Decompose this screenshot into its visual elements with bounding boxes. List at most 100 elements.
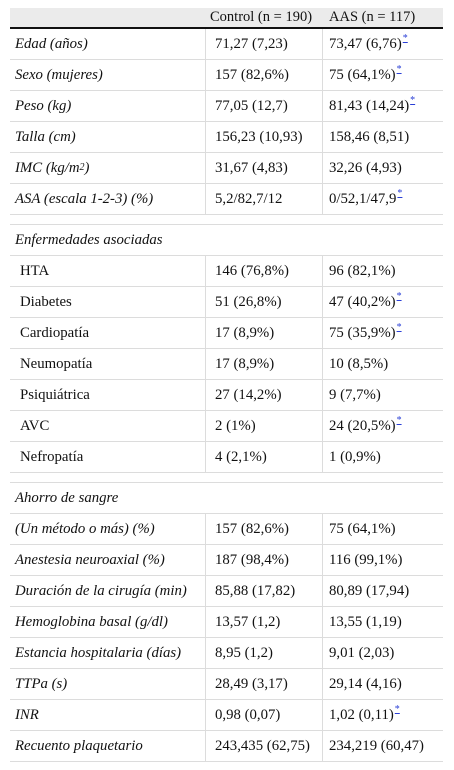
aas-value: 158,46 (8,51) <box>329 128 410 145</box>
aas-value: 96 (82,1%) <box>329 262 396 279</box>
section-spacer <box>10 215 443 225</box>
aas-value: 75 (64,1%) * <box>329 63 402 83</box>
row-label: Estancia hospitalaria (días) <box>10 638 206 668</box>
footnote-link[interactable]: * <box>396 290 402 302</box>
control-value: 4 (2,1%) <box>206 442 323 472</box>
footnote-link[interactable]: * <box>394 703 400 715</box>
table-row: Recuento plaquetario 243,435 (62,75) 234,2… <box>10 731 443 762</box>
footnote-link[interactable]: * <box>410 94 416 106</box>
table-row: IMC (kg/m 2) 31,67 (4,83) 32,26 (4,93) <box>10 153 443 184</box>
row-label: ASA (escala 1-2-3) (%) <box>10 184 206 214</box>
aas-value: 75 (64,1%) <box>329 520 396 537</box>
table-row: Talla (cm) 156,23 (10,93) 158,46 (8,51) <box>10 122 443 153</box>
control-value: 85,88 (17,82) <box>206 576 323 606</box>
table-row: Neumopatía 17 (8,9%) 10 (8,5%) <box>10 349 443 380</box>
aas-value: 0/52,1/47,9 * <box>329 187 403 207</box>
control-value: 13,57 (1,2) <box>206 607 323 637</box>
control-value: 187 (98,4%) <box>206 545 323 575</box>
table-row: HTA 146 (76,8%) 96 (82,1%) <box>10 256 443 287</box>
footnote-link[interactable]: * <box>396 414 402 426</box>
aas-value: 81,43 (14,24) * <box>329 94 416 114</box>
aas-value: 9,01 (2,03) <box>329 644 395 661</box>
footnote-link[interactable]: * <box>402 32 408 44</box>
row-label: Talla (cm) <box>10 122 206 152</box>
control-value: 71,27 (7,23) <box>206 29 323 59</box>
control-value: 5,2/82,7/12 <box>206 184 323 214</box>
aas-value: 80,89 (17,94) <box>329 582 410 599</box>
row-label: IMC (kg/m 2) <box>10 153 206 183</box>
row-label: Hemoglobina basal (g/dl) <box>10 607 206 637</box>
row-label: TTPa (s) <box>10 669 206 699</box>
control-value: 17 (8,9%) <box>206 349 323 379</box>
table-row: Psiquiátrica 27 (14,2%) 9 (7,7%) <box>10 380 443 411</box>
aas-value: 32,26 (4,93) <box>329 159 402 176</box>
aas-value: 1,02 (0,11) * <box>329 703 400 723</box>
control-value: 157 (82,6%) <box>206 60 323 90</box>
table-row: Nefropatía 4 (2,1%) 1 (0,9%) <box>10 442 443 473</box>
row-label: (Un método o más) (%) <box>10 514 206 544</box>
table-row: Estancia hospitalaria (días) 8,95 (1,2) 9,… <box>10 638 443 669</box>
row-label: Peso (kg) <box>10 91 206 121</box>
table-row: Peso (kg) 77,05 (12,7) 81,43 (14,24) * <box>10 91 443 122</box>
aas-value: 9 (7,7%) <box>329 386 381 403</box>
row-label: Recuento plaquetario <box>10 731 206 761</box>
control-value: 77,05 (12,7) <box>206 91 323 121</box>
aas-value: 47 (40,2%) * <box>329 290 402 310</box>
aas-value: 29,14 (4,16) <box>329 675 402 692</box>
header-aas: AAS (n = 117) <box>329 9 416 25</box>
aas-value: 13,55 (1,19) <box>329 613 402 630</box>
control-value: 27 (14,2%) <box>206 380 323 410</box>
table-row: ASA (escala 1-2-3) (%) 5,2/82,7/12 0/52,… <box>10 184 443 215</box>
table-row: (Un método o más) (%) 157 (82,6%) 75 (64,1… <box>10 514 443 545</box>
aas-value: 116 (99,1%) <box>329 551 403 568</box>
control-value: 157 (82,6%) <box>206 514 323 544</box>
table-row: Cardiopatía 17 (8,9%) 75 (35,9%) * <box>10 318 443 349</box>
row-label: Psiquiátrica <box>10 380 206 410</box>
data-table: Control (n = 190) AAS (n = 117) Edad (añ… <box>10 8 443 762</box>
footnote-link[interactable]: * <box>396 63 402 75</box>
row-label: Duración de la cirugía (min) <box>10 576 206 606</box>
table-row: Edad (años) 71,27 (7,23) 73,47 (6,76) * <box>10 29 443 60</box>
row-label: Neumopatía <box>10 349 206 379</box>
row-label: Anestesia neuroaxial (%) <box>10 545 206 575</box>
table-row: Hemoglobina basal (g/dl) 13,57 (1,2) 13,55… <box>10 607 443 638</box>
table-row: TTPa (s) 28,49 (3,17) 29,14 (4,16) <box>10 669 443 700</box>
section-heading: Ahorro de sangre <box>10 483 443 514</box>
row-label: Edad (años) <box>10 29 206 59</box>
aas-value: 234,219 (60,47) <box>329 737 424 754</box>
row-label: Diabetes <box>10 287 206 317</box>
control-value: 8,95 (1,2) <box>206 638 323 668</box>
table-row: INR 0,98 (0,07) 1,02 (0,11) * <box>10 700 443 731</box>
table-header: Control (n = 190) AAS (n = 117) <box>10 8 443 29</box>
control-value: 2 (1%) <box>206 411 323 441</box>
row-label: HTA <box>10 256 206 286</box>
aas-value: 73,47 (6,76) * <box>329 32 408 52</box>
aas-value: 75 (35,9%) * <box>329 321 402 341</box>
row-label: Cardiopatía <box>10 318 206 348</box>
control-value: 17 (8,9%) <box>206 318 323 348</box>
footnote-link[interactable]: * <box>397 187 403 199</box>
control-value: 243,435 (62,75) <box>206 731 323 761</box>
control-value: 146 (76,8%) <box>206 256 323 286</box>
section-spacer <box>10 473 443 483</box>
aas-value: 24 (20,5%) * <box>329 414 402 434</box>
control-value: 28,49 (3,17) <box>206 669 323 699</box>
row-label: INR <box>10 700 206 730</box>
aas-value: 10 (8,5%) <box>329 355 389 372</box>
row-label: Nefropatía <box>10 442 206 472</box>
control-value: 0,98 (0,07) <box>206 700 323 730</box>
control-value: 156,23 (10,93) <box>206 122 323 152</box>
table-row: Sexo (mujeres) 157 (82,6%) 75 (64,1%) * <box>10 60 443 91</box>
control-value: 31,67 (4,83) <box>206 153 323 183</box>
row-label: AVC <box>10 411 206 441</box>
table-row: AVC 2 (1%) 24 (20,5%) * <box>10 411 443 442</box>
row-label: Sexo (mujeres) <box>10 60 206 90</box>
table-row: Anestesia neuroaxial (%) 187 (98,4%) 116 (… <box>10 545 443 576</box>
table-row: Diabetes 51 (26,8%) 47 (40,2%) * <box>10 287 443 318</box>
control-value: 51 (26,8%) <box>206 287 323 317</box>
footnote-link[interactable]: * <box>396 321 402 333</box>
header-control: Control (n = 190) <box>210 9 313 25</box>
section-heading: Enfermedades asociadas <box>10 225 443 256</box>
table-row: Duración de la cirugía (min) 85,88 (17,82… <box>10 576 443 607</box>
aas-value: 1 (0,9%) <box>329 448 381 465</box>
